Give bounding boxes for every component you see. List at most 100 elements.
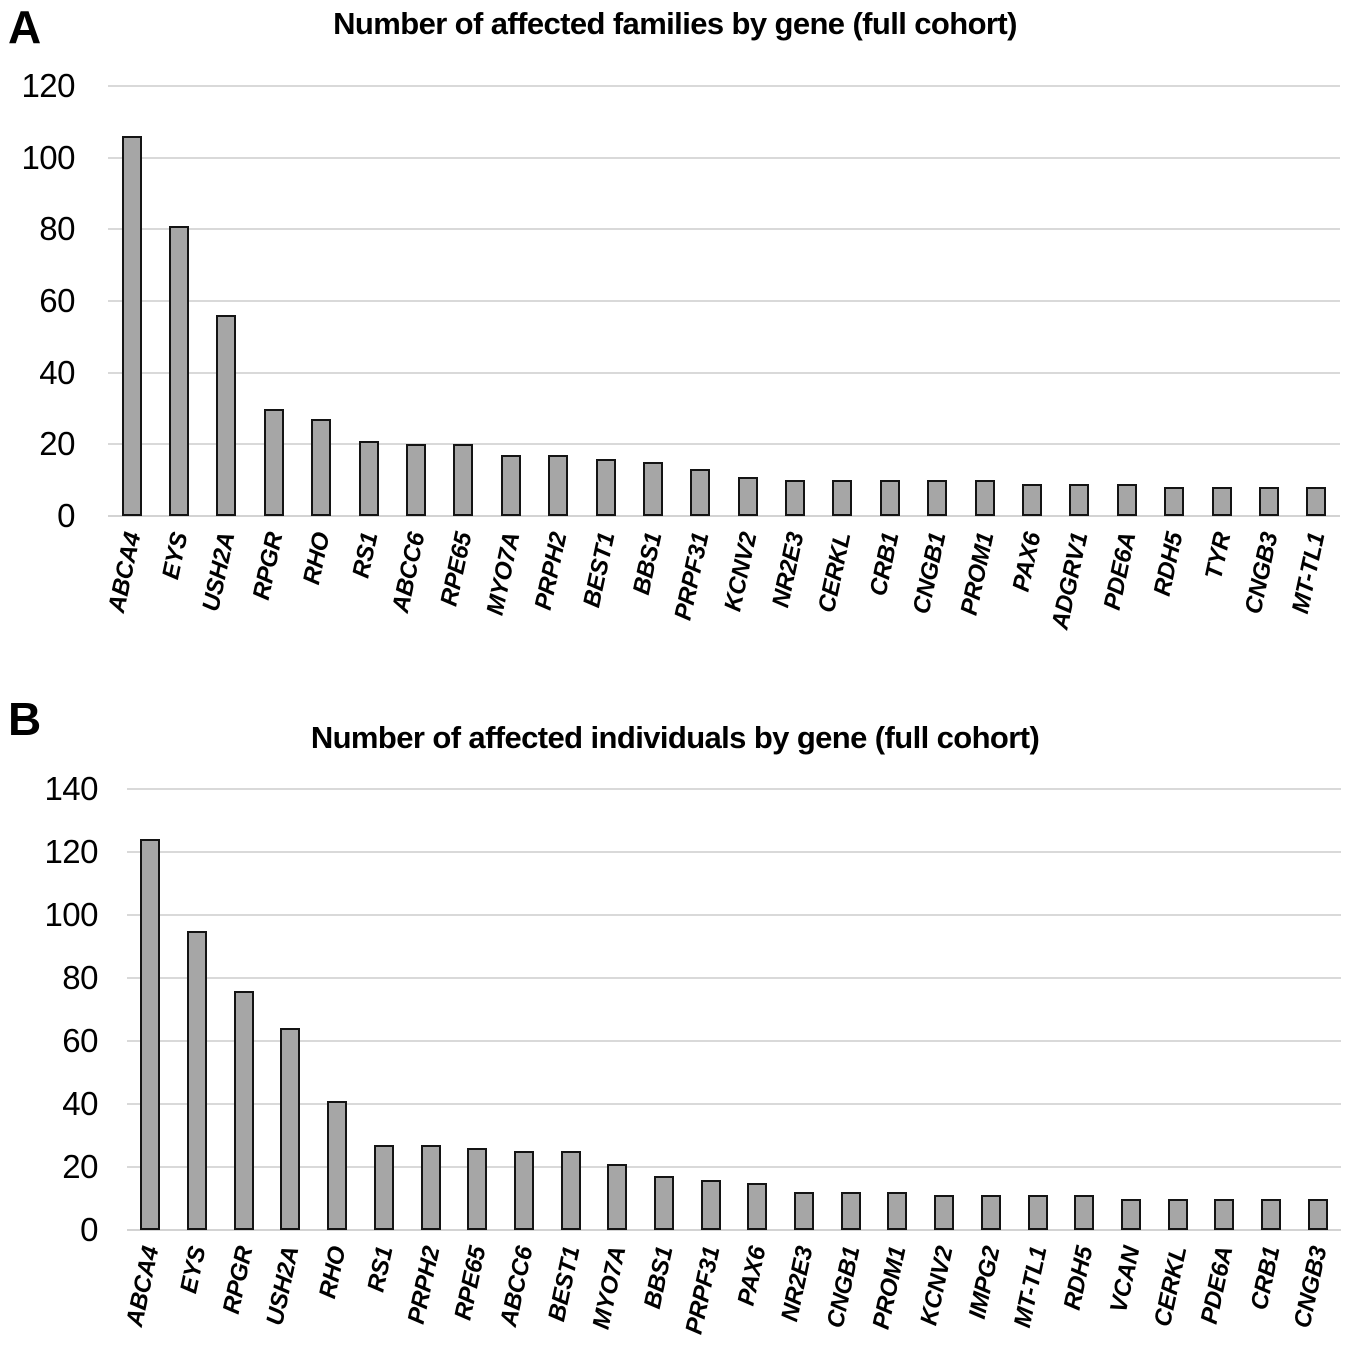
x-tick-label-MT-TL1: MT-TL1 [1008, 1244, 1052, 1331]
x-tick-label-PROM1: PROM1 [867, 1244, 912, 1332]
x-tick-label-PRPH2: PRPH2 [529, 530, 573, 613]
x-tick-label-CERKL: CERKL [1148, 1244, 1192, 1330]
x-tick-label-RPGR: RPGR [217, 1244, 259, 1317]
x-tick-label-CRB1: CRB1 [864, 530, 905, 599]
x-tick-label-RPGR: RPGR [247, 530, 289, 603]
bar-CNGB3 [1258, 487, 1279, 516]
gridline [127, 1040, 1341, 1042]
x-tick-label-MYO7A: MYO7A [587, 1244, 632, 1332]
bar-CNGB1 [927, 480, 948, 516]
x-tick-label-RHO: RHO [298, 530, 336, 587]
bar-PDE6A [1214, 1198, 1235, 1230]
y-tick-label: 120 [21, 67, 75, 104]
x-tick-label-USH2A: USH2A [197, 530, 241, 614]
bar-CRB1 [1260, 1198, 1281, 1230]
x-tick-label-PRPH2: PRPH2 [402, 1244, 445, 1327]
gridline [127, 977, 1341, 979]
gridline [108, 371, 1340, 374]
bar-PRPH2 [420, 1144, 441, 1230]
gridline [108, 85, 1340, 87]
x-tick-label-CNGB3: CNGB3 [1288, 1244, 1333, 1331]
x-tick-label-PRPF31: PRPF31 [680, 1244, 726, 1337]
y-tick-label: 100 [44, 896, 98, 933]
bar-USH2A [216, 315, 237, 516]
bar-ABCC6 [513, 1151, 534, 1230]
x-tick-label-PROM1: PROM1 [955, 530, 1000, 618]
bar-MYO7A [500, 455, 521, 516]
y-tick-label: 60 [62, 1022, 98, 1059]
bar-RS1 [373, 1144, 394, 1230]
bar-RPGR [263, 408, 284, 516]
gridline [127, 1103, 1341, 1105]
bar-RPE65 [467, 1148, 488, 1230]
x-tick-label-RDH5: RDH5 [1148, 530, 1189, 599]
x-tick-label-PAX6: PAX6 [1007, 530, 1047, 595]
panel-a-letter: A [8, 1, 41, 53]
x-tick-label-CNGB3: CNGB3 [1239, 530, 1284, 617]
bar-CERKL [1167, 1198, 1188, 1230]
x-tick-label-KCNV2: KCNV2 [719, 530, 763, 614]
y-tick-label: 80 [39, 210, 75, 248]
x-tick-label-PRPF31: PRPF31 [669, 530, 715, 623]
bar-BBS1 [653, 1176, 674, 1230]
x-tick-label-IMPG2: IMPG2 [963, 1244, 1006, 1322]
bar-RPGR [233, 990, 254, 1230]
x-tick-label-USH2A: USH2A [261, 1244, 305, 1328]
x-tick-label-NR2E3: NR2E3 [767, 530, 810, 610]
bar-KCNV2 [934, 1195, 955, 1230]
x-tick-label-ABCA4: ABCA4 [121, 1244, 165, 1330]
bar-RDH5 [1164, 487, 1185, 516]
bar-PRPF31 [700, 1179, 721, 1230]
x-tick-label-RHO: RHO [314, 1244, 352, 1301]
x-tick-label-ABCC6: ABCC6 [494, 1244, 539, 1330]
y-tick-label: 100 [21, 138, 75, 176]
y-tick-label: 20 [39, 425, 75, 463]
bar-CRB1 [879, 480, 900, 516]
bar-ABCA4 [121, 136, 142, 516]
y-tick-label: 40 [62, 1085, 98, 1122]
gridline [108, 228, 1340, 231]
y-tick-label: 40 [39, 353, 75, 391]
x-tick-label-MT-TL1: MT-TL1 [1287, 530, 1331, 617]
bar-PROM1 [974, 480, 995, 516]
x-tick-label-ADGRV1: ADGRV1 [1046, 530, 1094, 632]
bar-VCAN [1120, 1198, 1141, 1230]
bar-IMPG2 [980, 1195, 1001, 1230]
bar-CERKL [832, 480, 853, 516]
panel-b-chart-title: Number of affected individuals by gene (… [310, 720, 1040, 755]
x-tick-label-KCNV2: KCNV2 [915, 1244, 959, 1328]
bar-PROM1 [887, 1192, 908, 1230]
y-tick-label: 0 [57, 497, 75, 534]
x-tick-label-RDH5: RDH5 [1058, 1244, 1099, 1313]
bar-NR2E3 [785, 480, 806, 516]
x-tick-label-BBS1: BBS1 [627, 530, 668, 598]
bar-RPE65 [453, 444, 474, 516]
x-tick-label-PDE6A: PDE6A [1098, 530, 1142, 613]
gridline [108, 156, 1340, 159]
x-tick-label-NR2E3: NR2E3 [776, 1244, 819, 1324]
x-axis-line [127, 1229, 1341, 1231]
bar-PAX6 [1022, 483, 1042, 516]
bar-ADGRV1 [1069, 483, 1090, 516]
x-tick-label-EYS: EYS [175, 1244, 212, 1296]
bar-CNGB1 [840, 1192, 861, 1230]
bar-PRPH2 [548, 455, 569, 516]
x-tick-label-PAX6: PAX6 [732, 1244, 772, 1309]
gridline [127, 851, 1341, 853]
bar-BBS1 [642, 462, 663, 516]
x-tick-label-ABCC6: ABCC6 [387, 530, 431, 616]
x-tick-label-CNGB1: CNGB1 [908, 530, 952, 617]
x-tick-label-MYO7A: MYO7A [481, 530, 526, 618]
x-tick-label-BBS1: BBS1 [638, 1244, 679, 1312]
gridline [108, 443, 1340, 446]
bar-RDH5 [1074, 1195, 1095, 1230]
y-tick-label: 140 [44, 770, 98, 807]
y-tick-label: 120 [44, 833, 98, 870]
x-axis-line [108, 515, 1340, 517]
bar-NR2E3 [794, 1192, 815, 1230]
y-tick-label: 60 [39, 282, 75, 319]
x-tick-label-CNGB1: CNGB1 [821, 1244, 866, 1331]
bar-MT-TL1 [1027, 1195, 1048, 1230]
x-tick-label-BEST1: BEST1 [542, 1244, 585, 1324]
gridline [108, 300, 1340, 302]
